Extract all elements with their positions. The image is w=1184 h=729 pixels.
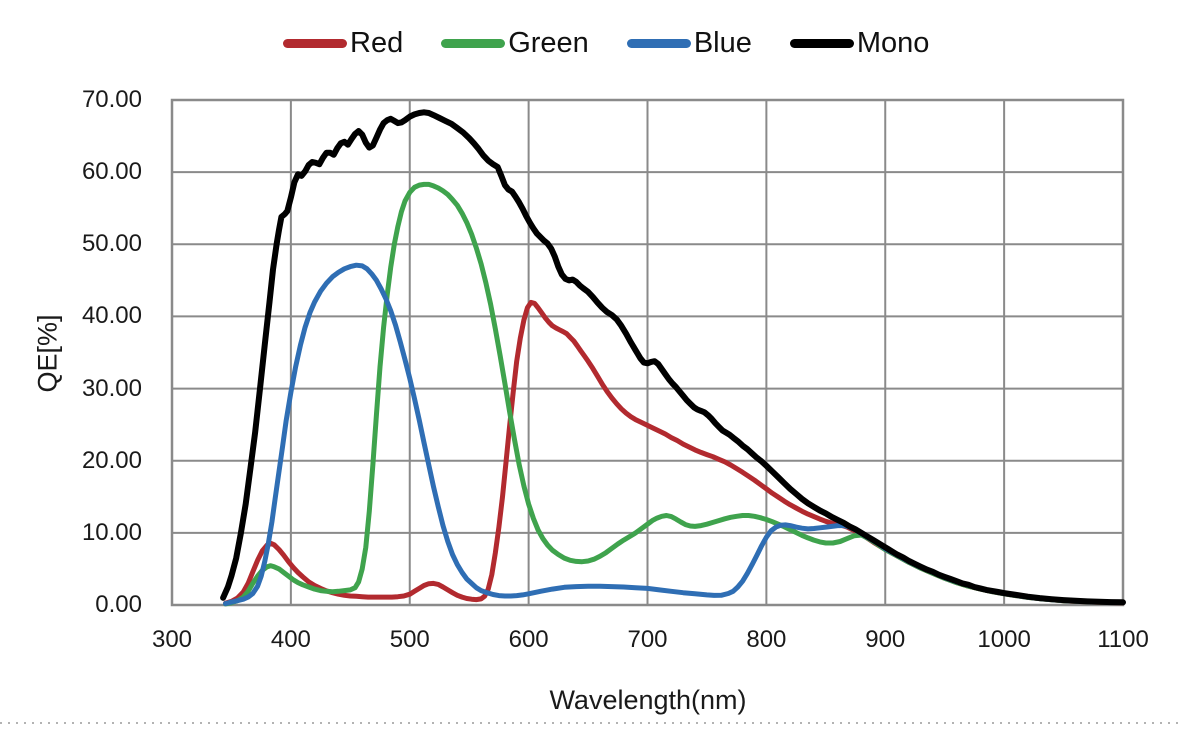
x-tick-label: 300 — [151, 626, 193, 653]
page-bottom-dotted-divider — [0, 722, 1184, 724]
green-curve — [223, 181, 1126, 607]
x-tick-label: 500 — [389, 626, 430, 653]
legend-item-green: Green — [441, 27, 589, 60]
x-axis-title: Wavelength(nm) — [549, 685, 747, 715]
blue-line-swatch-icon — [626, 39, 691, 48]
y-tick-label: 0.00 — [95, 591, 142, 618]
mono-line-swatch-icon — [789, 39, 854, 48]
legend-item-red: Red — [283, 27, 403, 60]
x-tick-label: 800 — [746, 626, 787, 653]
red-line-swatch-icon — [283, 39, 347, 48]
x-tick-label: 900 — [865, 626, 906, 653]
chart-legend: Red Green Blue Mono — [283, 27, 929, 60]
y-tick-label: 60.00 — [81, 158, 142, 186]
y-tick-label: 10.00 — [81, 518, 142, 546]
x-tick-label: 400 — [270, 626, 311, 653]
legend-item-blue: Blue — [626, 27, 752, 60]
plot-border — [170, 98, 1125, 607]
legend-label-red: Red — [350, 27, 404, 59]
y-tick-label: 70.00 — [81, 86, 142, 113]
legend-label-green: Green — [508, 27, 589, 59]
x-tick-label: 1000 — [977, 626, 1031, 653]
green-line-swatch-icon — [441, 39, 506, 48]
y-axis-title: QE[%] — [32, 314, 63, 393]
x-tick-label: 600 — [508, 626, 549, 653]
x-tick-label: 700 — [627, 626, 668, 653]
y-tick-label: 50.00 — [81, 230, 142, 258]
legend-item-mono: Mono — [789, 27, 930, 60]
legend-label-mono: Mono — [856, 27, 930, 59]
y-tick-label: 40.00 — [81, 302, 142, 330]
mono-curve — [220, 109, 1126, 606]
x-tick-label: 1100 — [1097, 626, 1149, 653]
legend-label-blue: Blue — [693, 27, 752, 59]
y-tick-label: 30.00 — [81, 374, 142, 402]
y-tick-label: 20.00 — [81, 446, 142, 474]
red-curve — [223, 299, 1126, 606]
